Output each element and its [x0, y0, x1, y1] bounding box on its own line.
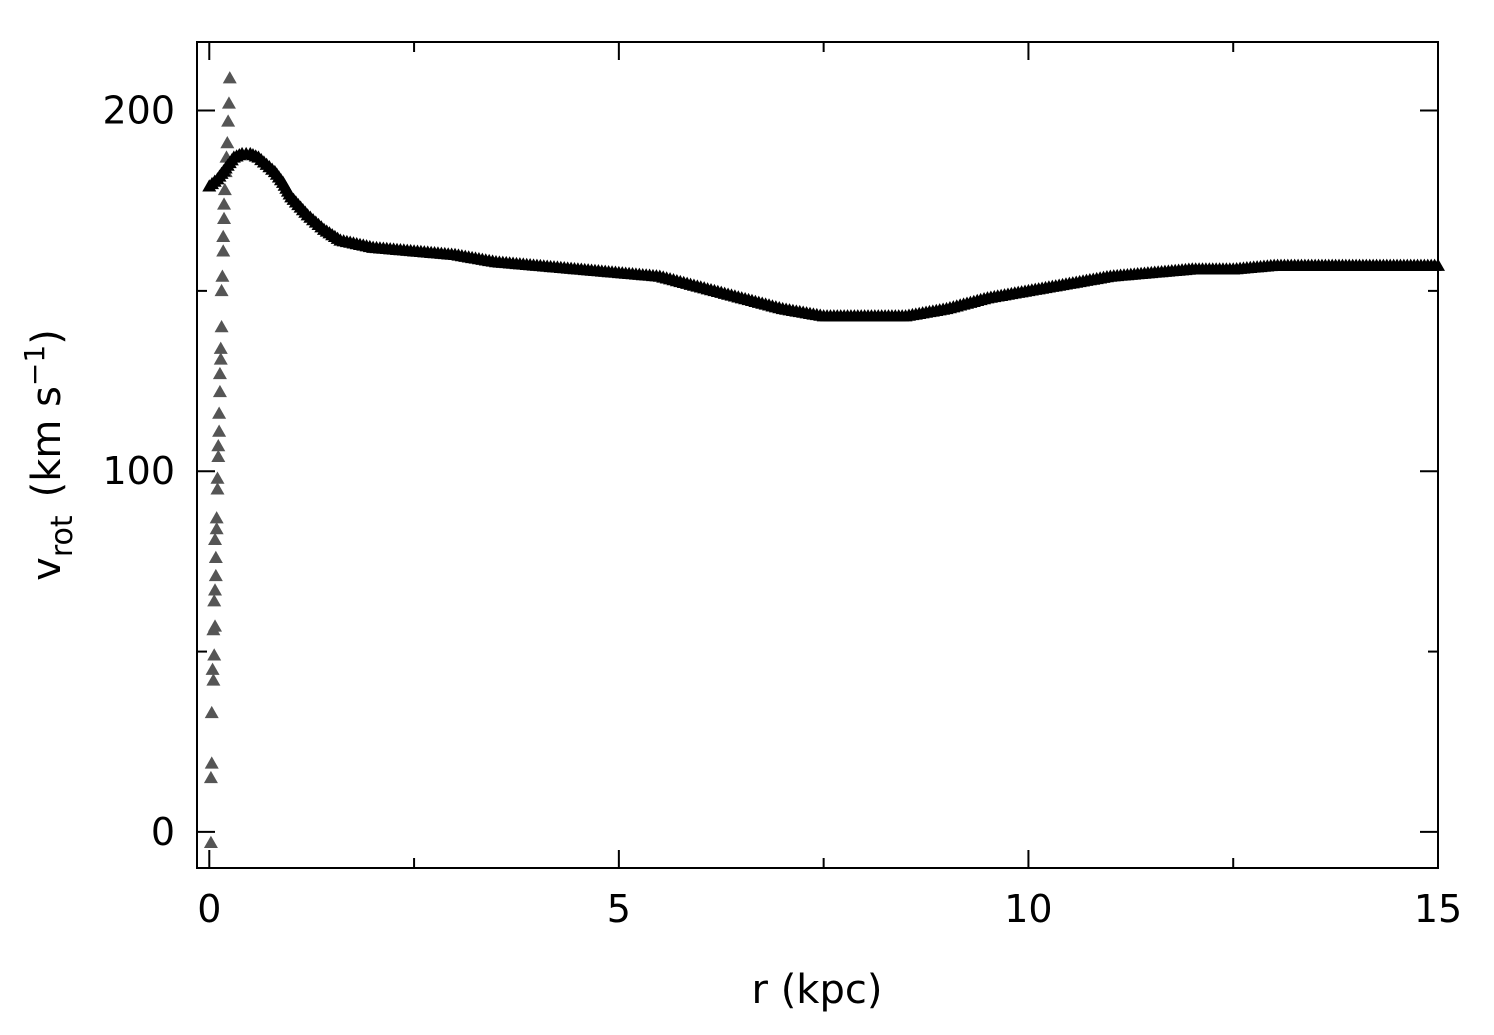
data-point-inner	[212, 406, 227, 419]
data-point-inner	[208, 532, 223, 546]
data-point-inner	[221, 114, 236, 127]
data-point-inner	[217, 182, 232, 196]
data-point-inner	[208, 619, 223, 632]
data-point-inner	[210, 482, 225, 495]
y-axis-title-subscript: rot	[45, 515, 80, 557]
data-point-inner	[205, 662, 220, 675]
data-point-inner	[207, 594, 222, 607]
plot-frame	[196, 41, 1439, 869]
data-point-inner	[211, 438, 226, 452]
y-axis-title-unit-close: )	[24, 329, 70, 345]
x-axis-title: r (kpc)	[752, 967, 883, 1013]
data-point-inner	[213, 341, 228, 354]
x-tick-label: 15	[1414, 887, 1462, 931]
data-point-inner	[214, 283, 229, 297]
data-point-inner	[209, 511, 224, 524]
data-point-inner	[220, 135, 235, 149]
data-point-inner	[215, 269, 230, 282]
y-axis-title-main: v	[24, 557, 70, 581]
data-point-inner	[208, 568, 223, 582]
axis-tick-labels: 0 5 10 15 0 100 200	[102, 89, 1462, 931]
data-point-inner	[216, 244, 231, 257]
y-axis-title: vrot (km s−1)	[18, 329, 80, 581]
x-tick-label: 10	[1004, 887, 1052, 931]
y-axis-title-unit: (km s	[24, 386, 70, 497]
data-point-inner	[214, 319, 229, 333]
data-point-inner	[217, 211, 232, 224]
x-tick-label: 0	[197, 887, 221, 931]
data-point-inner	[222, 71, 237, 84]
y-tick-label: 0	[151, 810, 175, 854]
data-point-inner	[208, 550, 223, 564]
data-point-inner	[207, 648, 222, 661]
data-point-inner	[217, 197, 232, 210]
series-0	[203, 71, 237, 849]
data-point-inner	[221, 96, 236, 109]
data-series	[202, 71, 1445, 849]
data-point-inner	[209, 521, 224, 535]
data-point-inner	[210, 471, 225, 484]
data-point-inner	[213, 352, 228, 365]
data-point-inner	[212, 384, 227, 398]
data-point-inner	[216, 229, 231, 243]
data-point-inner	[203, 835, 218, 849]
data-point-inner	[208, 583, 223, 596]
y-tick-label: 200	[102, 89, 175, 133]
data-point-inner	[204, 756, 219, 769]
data-point-inner	[211, 449, 226, 463]
data-point	[1431, 258, 1445, 271]
data-point-inner	[204, 705, 219, 719]
series-1	[202, 146, 1445, 322]
y-axis-title-superscript: −1	[18, 345, 51, 386]
y-tick-label: 100	[102, 449, 175, 493]
data-point-inner	[206, 673, 221, 686]
data-point-inner	[203, 770, 218, 784]
data-point-inner	[212, 424, 227, 437]
data-point-inner	[212, 366, 227, 380]
axis-ticks	[197, 42, 1439, 868]
x-tick-label: 5	[607, 887, 631, 931]
